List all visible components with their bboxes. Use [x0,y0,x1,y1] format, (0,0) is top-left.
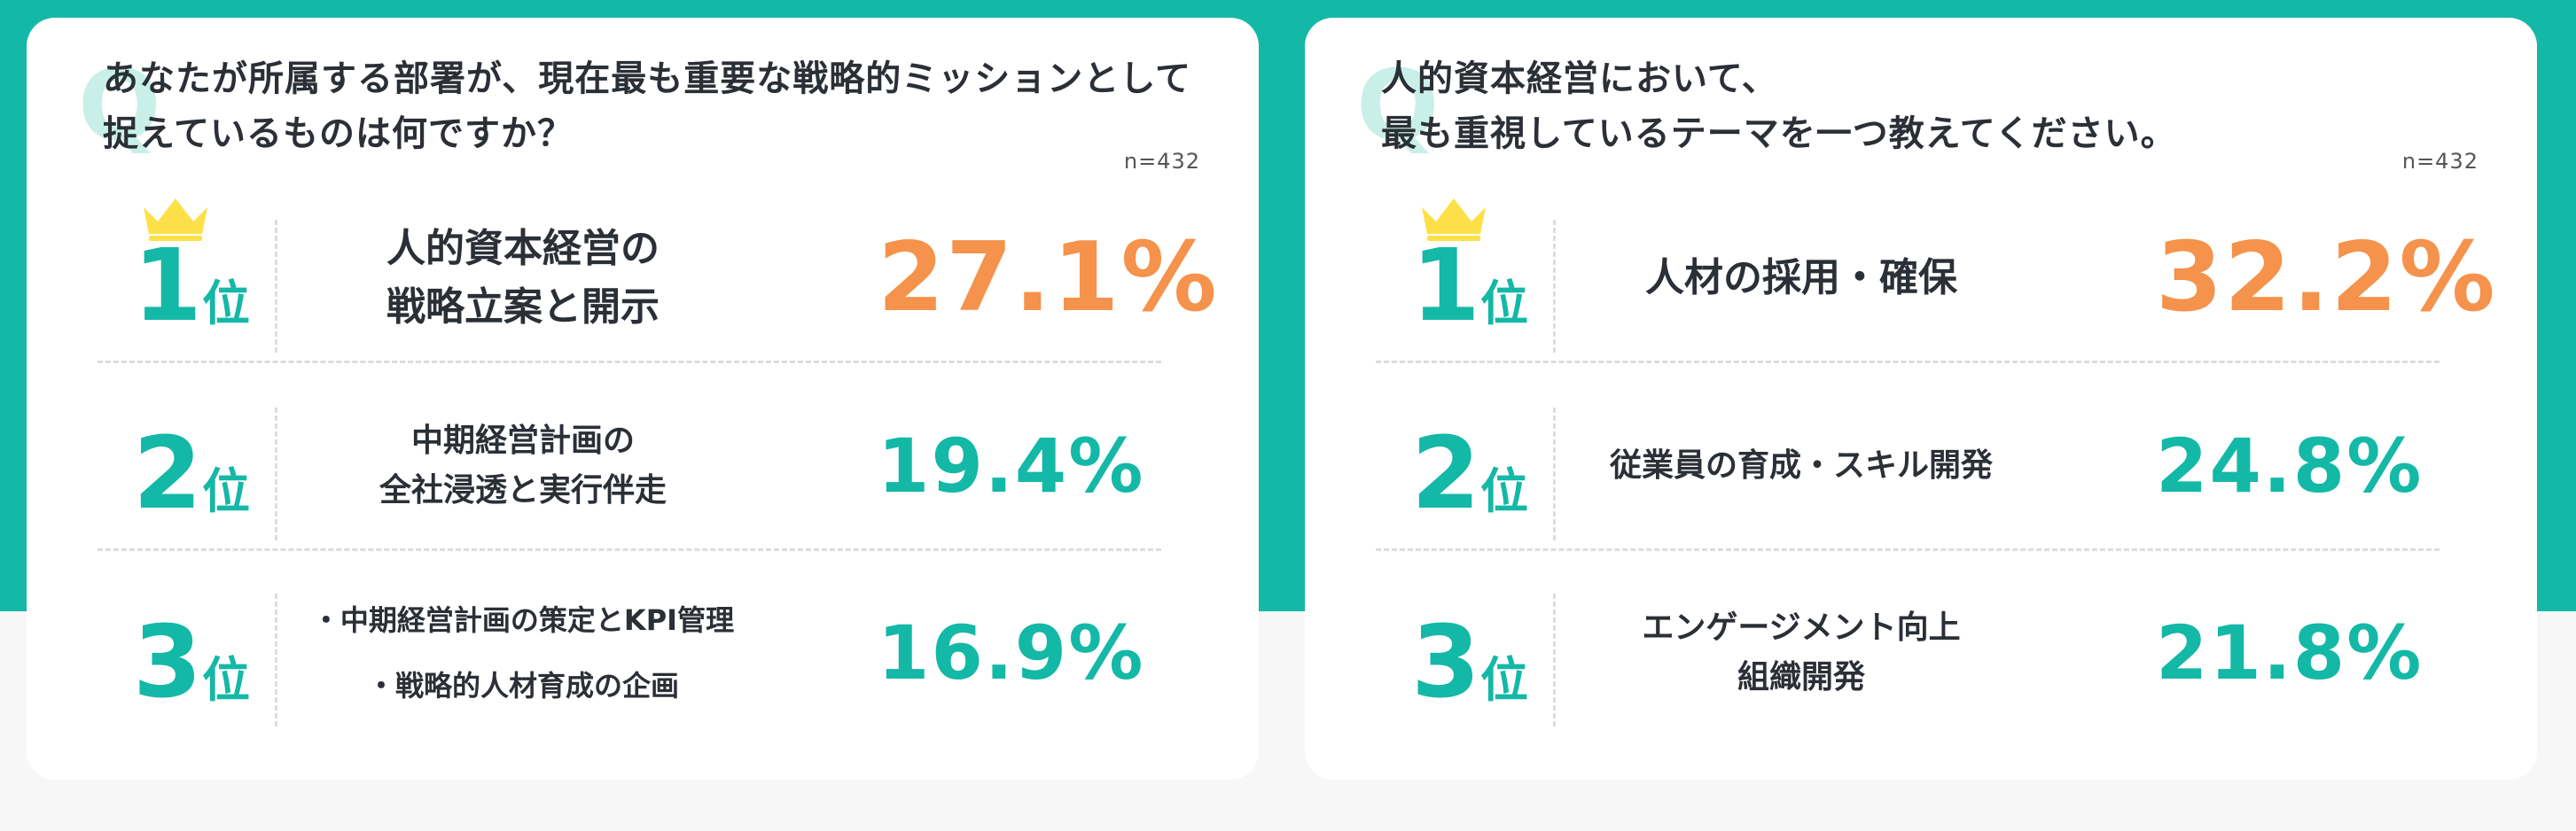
rank-label: 3位 [1411,613,1528,712]
percent-value: 21.8% [2156,610,2424,696]
q-mark: Q [78,49,161,162]
rank-row-2: 2位 中期経営計画の 全社浸透と実行伴走 19.4% [98,383,1161,551]
question-text: あなたが所属する部署が、現在最も重要な戦略的ミッションとして 捉えているものは何… [103,51,1211,161]
answer-line: 全社浸透と実行伴走 [379,471,667,509]
rank-row-1: 1位 人的資本経営の 戦略立案と開示 27.1% [98,195,1217,363]
answer-line: 人的資本経営の [386,225,660,271]
question-text: 人的資本経営において、 最も重視しているテーマを一つ教えてください。 [1381,51,2489,161]
rank-number: 1 [1411,229,1480,344]
rank-number: 1 [133,229,202,344]
percent-value: 24.8% [2156,422,2424,509]
rank-row-2: 2位 従業員の育成・スキル開発 24.8% [1376,383,2439,551]
rank-suffix: 位 [201,463,250,519]
answer-label: エンゲージメント向上 組織開発 [1571,569,2032,737]
survey-card-left: Q あなたが所属する部署が、現在最も重要な戦略的ミッションとして 捉えているもの… [27,18,1259,780]
answer-label: 中期経営計画の 全社浸透と実行伴走 [293,383,753,548]
rank-label: 2位 [1411,424,1528,524]
question-line: 人的資本経営において、 [1381,58,1778,99]
divider [1553,408,1556,540]
answer-line: エンゲージメント向上 [1642,610,1961,646]
percent-value: 32.2% [2156,222,2497,333]
crown-icon [1422,198,1486,241]
divider [275,594,277,726]
rank-suffix: 位 [1479,463,1528,519]
rank-row-1: 1位 人材の採用・確保 32.2% [1376,195,2495,363]
percent-value: 16.9% [878,610,1145,696]
rank-number: 3 [1411,605,1480,720]
answer-label: 従業員の育成・スキル開発 [1571,383,2032,548]
sample-size: n=432 [1123,149,1200,174]
divider [275,408,277,540]
answer-line: ・戦略的人材育成の企画 [366,669,679,703]
answer-line: 人材の採用・確保 [1645,254,1957,300]
rank-number: 3 [133,605,202,720]
question-line: 最も重視しているテーマを一つ教えてください。 [1381,113,2177,154]
answer-line: 戦略立案と開示 [386,283,660,330]
rank-number: 2 [133,416,202,532]
rank-label: 1位 [133,237,250,336]
question-line: あなたが所属する部署が、現在最も重要な戦略的ミッションとして [103,58,1191,99]
percent-value: 27.1% [878,222,1219,333]
question-line: 捉えているものは何ですか？ [103,113,574,154]
rank-suffix: 位 [1479,652,1528,708]
percent-value: 19.4% [878,422,1145,509]
answer-line: ・中期経営計画の策定とKPI管理 [311,603,735,637]
survey-card-right: Q 人的資本経営において、 最も重視しているテーマを一つ教えてください。 n=4… [1305,18,2537,780]
rank-number: 2 [1411,416,1480,532]
rank-label: 3位 [133,613,250,712]
sample-size: n=432 [2401,149,2478,174]
rank-suffix: 位 [201,276,250,331]
rank-row-3: 3位 エンゲージメント向上 組織開発 21.8% [1376,569,2439,737]
q-mark: Q [1356,49,1440,162]
divider [1553,594,1556,726]
rank-label: 1位 [1411,237,1528,336]
rank-row-3: 3位 ・中期経営計画の策定とKPI管理 ・戦略的人材育成の企画 16.9% [98,569,1161,737]
crown-icon [144,198,207,241]
divider [275,220,277,353]
answer-line: 組織開発 [1737,659,1865,695]
answer-line: 従業員の育成・スキル開発 [1609,447,1993,484]
divider [1553,220,1556,353]
answer-label: 人的資本経営の 戦略立案と開示 [293,195,753,361]
answer-label: ・中期経営計画の策定とKPI管理 ・戦略的人材育成の企画 [293,569,753,737]
answer-line: 中期経営計画の [410,422,635,459]
rank-suffix: 位 [201,652,250,708]
rank-suffix: 位 [1479,276,1528,331]
answer-label: 人材の採用・確保 [1571,195,2032,361]
rank-label: 2位 [133,424,250,524]
